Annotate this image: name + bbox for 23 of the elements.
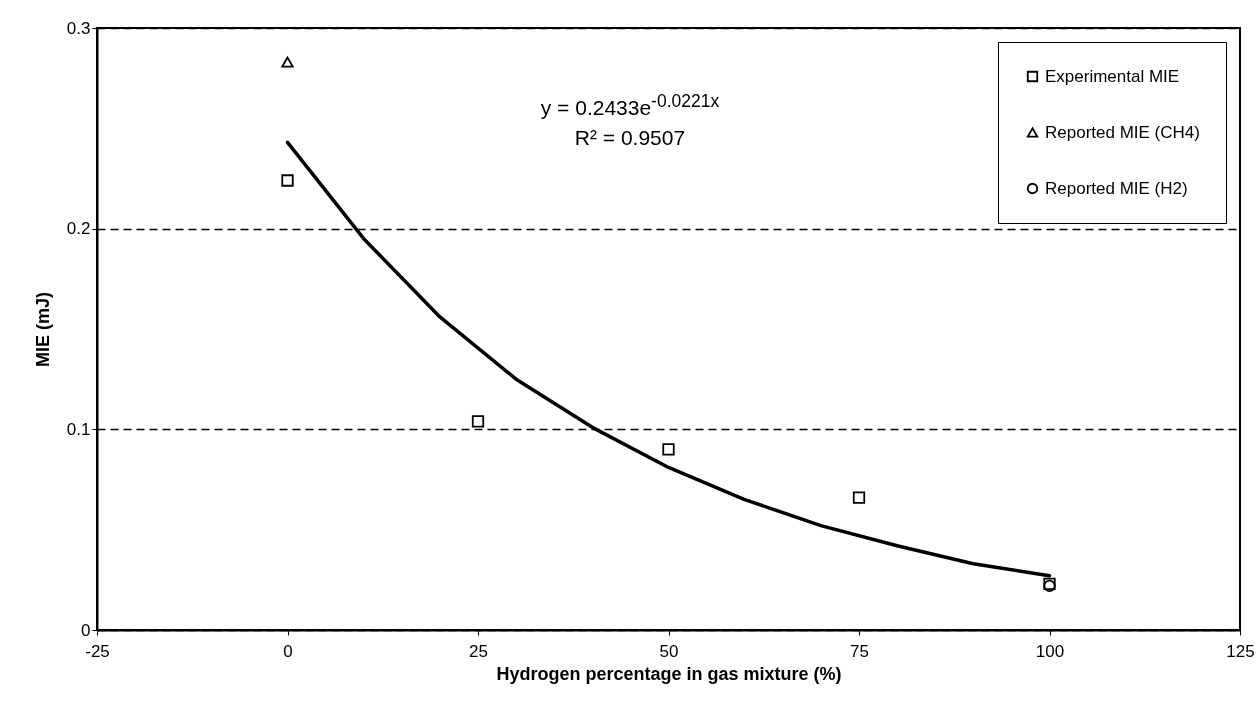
point	[662, 443, 675, 456]
x-tick-label: 50	[659, 641, 679, 661]
y-tick-label: 0	[81, 620, 91, 640]
point	[471, 415, 485, 428]
legend-label: Reported MIE (CH4)	[1045, 122, 1200, 142]
x-tick-label: -25	[85, 641, 110, 661]
x-tick-label: 75	[850, 641, 869, 661]
y-tick-label: 0.3	[66, 18, 91, 38]
annotation: R² = 0.9507	[573, 125, 687, 151]
y-tick-label: 0.2	[66, 219, 91, 239]
legend-label: Reported MIE (H2)	[1045, 178, 1188, 198]
y-tick-label: 0.1	[66, 419, 91, 439]
x-tick-label: 25	[469, 641, 488, 661]
point	[281, 174, 294, 187]
x-tick-label: 100	[1035, 641, 1065, 661]
x-tick-label: 125	[1226, 641, 1255, 661]
x-axis-title: Hydrogen percentage in gas mixture (%)	[496, 663, 842, 684]
y-axis-title: MIE (mJ)	[32, 291, 53, 368]
point	[852, 491, 866, 504]
point	[281, 56, 294, 68]
x-tick-label: 0	[283, 641, 293, 661]
annotation: y = 0.2433e$^{-0.0221x}$	[539, 90, 721, 121]
legend-label: Experimental MIE	[1045, 66, 1180, 86]
